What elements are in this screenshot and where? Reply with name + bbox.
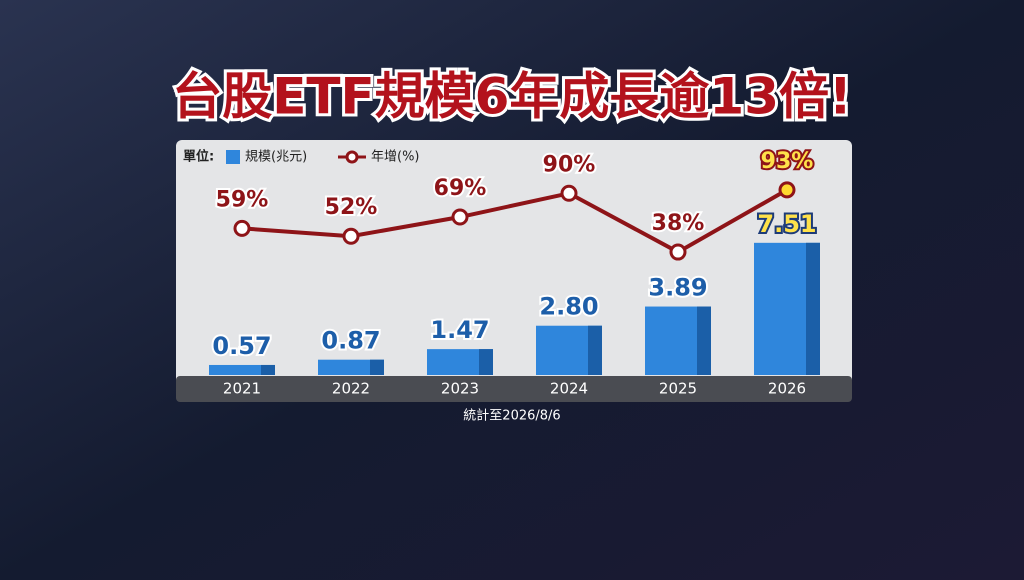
bar-value-label: 0.87 (321, 327, 380, 355)
legend-label: 規模(兆元) (245, 150, 307, 165)
bar-side (697, 306, 711, 375)
unit-label: 單位: (183, 149, 214, 165)
panel (176, 140, 852, 402)
bar-value-label: 7.51 (757, 210, 816, 238)
x-tick-label: 2025 (659, 380, 697, 398)
bar-side (479, 349, 493, 375)
bar-value-label: 3.89 (648, 274, 707, 302)
line-marker (233, 219, 251, 237)
bar (209, 364, 275, 375)
bar-side (370, 359, 384, 375)
x-tick-label: 2023 (441, 380, 479, 398)
footnote: 統計至2026/8/6 (463, 408, 560, 424)
line-marker (669, 243, 687, 261)
x-tick-label: 2026 (768, 380, 806, 398)
line (241, 188, 788, 255)
legend-label: 年增(%) (371, 150, 420, 165)
bar-value-label: 1.47 (430, 316, 489, 344)
x-tick-label: 2021 (223, 380, 261, 398)
bar-value-label: 2.80 (539, 293, 598, 321)
bar-side (588, 325, 602, 375)
bar-side (806, 242, 820, 375)
bar-value-label: 0.57 (212, 332, 271, 360)
legend-marker (345, 150, 359, 164)
x-tick-label: 2022 (332, 380, 370, 398)
line-marker (560, 184, 578, 202)
line-value-label: 59% (216, 187, 269, 212)
line-value-label: 52% (325, 195, 378, 220)
category-strip (176, 376, 852, 402)
line-value-label: 69% (434, 176, 487, 201)
chart-title: 台股ETF規模6年成長逾13倍! (172, 68, 852, 126)
line-value-label: 93% (761, 149, 814, 174)
line-marker (342, 227, 360, 245)
x-tick-label: 2024 (550, 380, 588, 398)
line-marker (451, 208, 469, 226)
line-value-label: 38% (652, 211, 705, 236)
legend-swatch (226, 150, 240, 164)
line-marker (778, 181, 796, 199)
bar-side (261, 364, 275, 375)
line-value-label: 90% (543, 152, 596, 177)
bar (318, 359, 384, 375)
